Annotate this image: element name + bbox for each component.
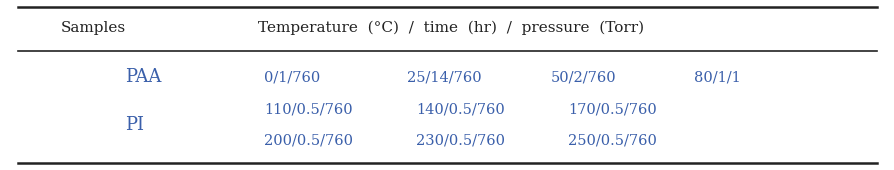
Text: 250/0.5/760: 250/0.5/760 — [568, 133, 656, 147]
Text: Samples: Samples — [61, 21, 126, 35]
Text: PAA: PAA — [125, 68, 162, 86]
Text: Temperature  (°C)  /  time  (hr)  /  pressure  (Torr): Temperature (°C) / time (hr) / pressure … — [257, 21, 643, 35]
Text: 0/1/760: 0/1/760 — [264, 70, 320, 84]
Text: 200/0.5/760: 200/0.5/760 — [264, 133, 352, 147]
Text: 50/2/760: 50/2/760 — [550, 70, 615, 84]
Text: 140/0.5/760: 140/0.5/760 — [416, 103, 504, 117]
Text: 25/14/760: 25/14/760 — [407, 70, 481, 84]
Text: 110/0.5/760: 110/0.5/760 — [264, 103, 352, 117]
Text: 170/0.5/760: 170/0.5/760 — [568, 103, 656, 117]
Text: 80/1/1: 80/1/1 — [693, 70, 739, 84]
Text: PI: PI — [125, 116, 144, 134]
Text: 230/0.5/760: 230/0.5/760 — [416, 133, 504, 147]
